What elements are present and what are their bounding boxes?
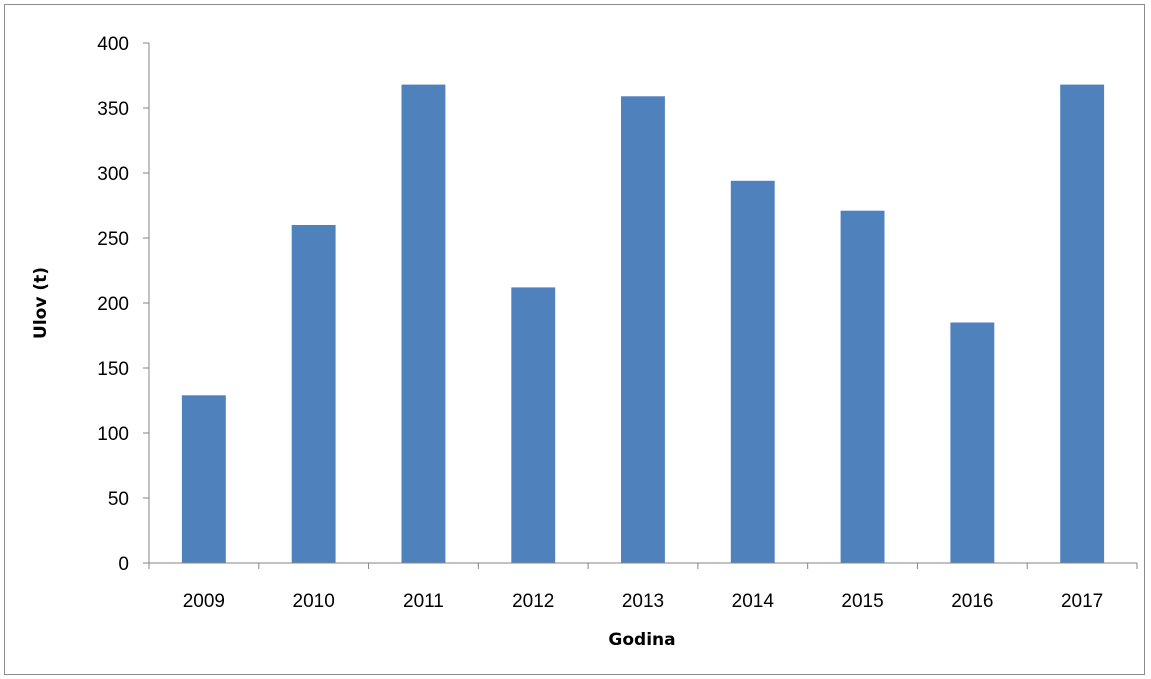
x-tick-label: 2013 — [622, 591, 664, 612]
y-tick-label: 0 — [118, 554, 129, 575]
x-tick-label: 2010 — [293, 591, 335, 612]
y-tick-label: 200 — [97, 294, 129, 315]
x-tick-label: 2014 — [732, 591, 775, 612]
x-axis-title: Godina — [608, 630, 675, 650]
y-tick-label: 150 — [97, 359, 129, 380]
bar-2014 — [730, 180, 775, 564]
y-tick-labels: 0 50 100 150 200 250 300 350 400 — [97, 34, 129, 575]
bar-2010 — [291, 225, 336, 563]
bar-2013 — [621, 96, 665, 564]
bar-2016 — [950, 322, 995, 563]
y-tick-label: 250 — [97, 229, 129, 250]
y-tick-label: 300 — [97, 164, 129, 185]
x-tick-label: 2015 — [841, 591, 883, 612]
y-tick-label: 50 — [108, 489, 129, 510]
bar-2009 — [181, 395, 226, 563]
y-tick-label: 400 — [97, 34, 129, 55]
bar-2012 — [511, 287, 556, 563]
x-tick-labels: 2009 2010 2011 2012 2013 2014 2015 2016 2017 — [183, 591, 1104, 612]
y-tick-label: 100 — [97, 424, 129, 445]
bar-2011 — [401, 84, 446, 563]
y-tick-label: 350 — [97, 99, 129, 120]
bars-group — [181, 84, 1105, 564]
x-tick-label: 2017 — [1061, 591, 1103, 612]
axes-group — [143, 42, 1138, 569]
x-tick-label: 2011 — [403, 591, 444, 612]
x-tick-label: 2012 — [512, 591, 554, 612]
x-tick-label: 2009 — [183, 591, 225, 612]
bar-2017 — [1060, 84, 1105, 563]
x-tick-label: 2016 — [951, 591, 993, 612]
y-axis-title: Ulov (t) — [31, 267, 51, 339]
bar-2015 — [840, 210, 885, 563]
